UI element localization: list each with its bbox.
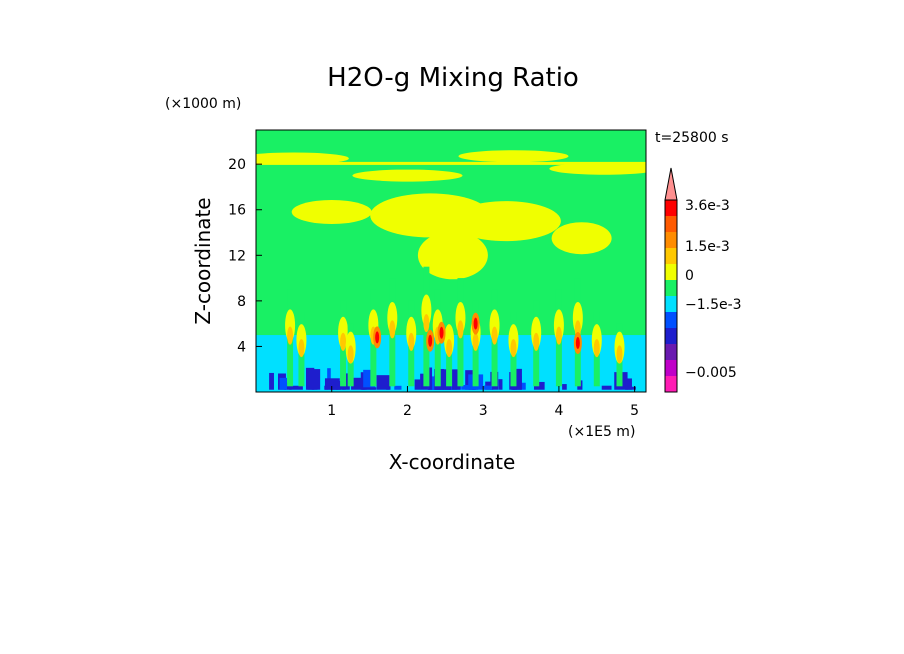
y-tick-label: 12	[228, 248, 246, 264]
dry-cell	[461, 384, 470, 390]
colorbar-label: 3.6e-3	[685, 198, 730, 214]
dry-cell	[414, 379, 421, 390]
colorbar-level	[665, 264, 677, 280]
colorbar-level	[665, 360, 677, 376]
dry-cell	[376, 375, 391, 390]
colorbar-level	[665, 344, 677, 360]
plume-core	[340, 332, 347, 351]
colorbar-level	[665, 200, 677, 216]
chart-title: H2O-g Mixing Ratio	[327, 63, 579, 93]
dry-cell	[512, 368, 522, 390]
moist-plume	[291, 200, 372, 225]
y-tick-label: 4	[237, 339, 246, 355]
dry-cell	[451, 369, 461, 390]
x-tick-label: 3	[479, 403, 488, 419]
colorbar-level	[665, 328, 677, 344]
dry-cell	[498, 379, 503, 390]
contour-field	[256, 130, 646, 392]
colorbar-label: 1.5e-3	[685, 239, 730, 255]
upper-moist-band	[256, 161, 646, 165]
colorbar-arrow	[664, 167, 678, 201]
plot-frame	[255, 129, 647, 393]
colorbar-label: 0	[685, 268, 694, 284]
colorbar-level	[665, 248, 677, 264]
moist-plume	[450, 201, 561, 242]
dry-cell	[324, 385, 328, 390]
dry-cell	[626, 386, 636, 390]
dry-cell	[361, 387, 377, 390]
dry-cell	[330, 382, 342, 390]
plume-core	[389, 320, 396, 339]
y-tick-label: 8	[237, 294, 246, 310]
colorbar-level	[665, 296, 677, 312]
colorbar-level	[665, 216, 677, 232]
plume-core	[446, 339, 453, 358]
colorbar-label: −1.5e-3	[685, 297, 742, 313]
plume-core	[593, 339, 600, 358]
plume-core	[287, 326, 294, 345]
x-tick-label: 1	[327, 403, 336, 419]
colorbar-level	[665, 280, 677, 296]
dry-cell	[307, 369, 321, 390]
dry-cell	[351, 377, 365, 390]
x-tick-label: 5	[630, 403, 639, 419]
colorbar-level	[665, 312, 677, 328]
plume-core	[347, 345, 354, 364]
dry-cell	[428, 367, 433, 390]
dry-cell	[394, 385, 402, 390]
dry-cell	[483, 385, 493, 390]
plume-core	[616, 345, 623, 364]
dry-cell	[562, 384, 567, 390]
x-tick-label: 4	[554, 403, 563, 419]
plume-core	[472, 332, 479, 351]
y-tick-label: 20	[228, 157, 246, 173]
moist-plume	[417, 231, 488, 280]
dry-cell	[386, 386, 390, 390]
plume-core	[555, 326, 562, 345]
dry-cell	[289, 385, 303, 390]
colorbar-label: −0.005	[685, 365, 737, 381]
x-unit-label: (×1E5 m)	[568, 424, 635, 440]
moist-plume	[551, 222, 612, 255]
dry-cell	[533, 381, 545, 390]
plume-core	[491, 326, 498, 345]
colorbar-level	[665, 232, 677, 248]
y-unit-label: (×1000 m)	[165, 96, 241, 112]
x-axis: 1 2 3 4 5	[327, 386, 639, 419]
dry-cell	[279, 377, 287, 390]
y-axis-label: Z-coordinate	[191, 197, 215, 324]
plume-core	[533, 332, 540, 351]
upper-moist-band	[458, 150, 569, 163]
plume-peak	[473, 317, 478, 330]
plume-core	[423, 314, 430, 333]
plume-core	[298, 339, 305, 358]
upper-moist-band	[549, 162, 646, 175]
colorbar-frame	[664, 199, 678, 393]
dry-cell	[625, 378, 632, 390]
upper-moist-band	[352, 169, 463, 182]
time-label: t=25800 s	[655, 130, 729, 146]
y-axis: 4 8 12 16 20	[228, 157, 262, 355]
colorbar: 3.6e-3 1.5e-3 0 −1.5e-3 −0.005	[664, 167, 742, 393]
x-axis-label: X-coordinate	[389, 450, 516, 474]
dry-cell	[269, 372, 274, 390]
dry-cell	[601, 385, 612, 390]
plume-peak	[375, 331, 380, 344]
x-tick-label: 2	[403, 403, 412, 419]
y-tick-label: 16	[228, 203, 246, 219]
plume-peak	[439, 326, 444, 339]
plume-peak	[575, 337, 580, 350]
plume-core	[408, 332, 415, 351]
upper-moist-band	[256, 152, 349, 165]
colorbar-level	[665, 376, 677, 392]
plume-core	[457, 320, 464, 339]
plume-core	[510, 339, 517, 358]
plume-peak	[428, 334, 433, 347]
